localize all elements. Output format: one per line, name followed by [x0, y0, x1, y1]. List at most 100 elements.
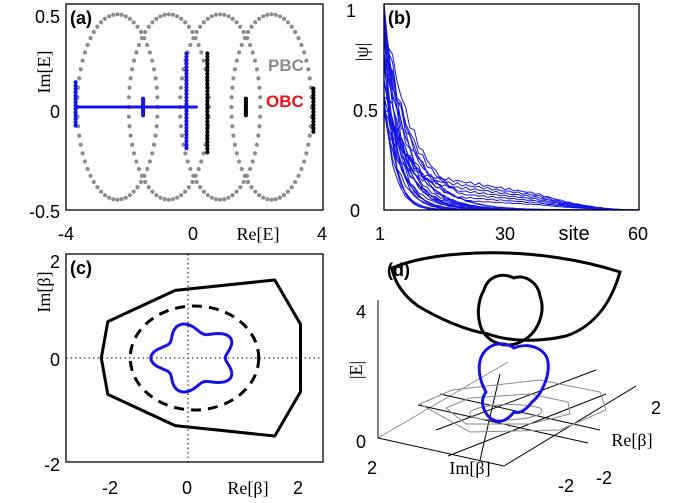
- beta-curves: [99, 278, 302, 438]
- pbc-point: [102, 193, 108, 198]
- pbc-point: [150, 151, 155, 156]
- pbc-point: [296, 173, 301, 178]
- b-xtick-right: 60: [628, 224, 648, 244]
- pbc-point: [250, 50, 255, 55]
- pbc-point: [289, 24, 294, 29]
- b-xtick-left: 1: [375, 224, 385, 244]
- obc-point: [205, 119, 210, 124]
- pbc-point: [151, 142, 157, 147]
- pbc-point: [185, 159, 190, 164]
- obc-point: [73, 116, 78, 121]
- obc-point: [311, 96, 316, 101]
- obc-point: [184, 119, 189, 124]
- d-im-tick-left: 2: [367, 458, 377, 478]
- pbc-point: [222, 12, 227, 17]
- pbc-point: [234, 189, 239, 194]
- obc-point: [184, 68, 189, 73]
- obc-point: [184, 129, 189, 134]
- wavefunction-line: [384, 49, 639, 210]
- black-surface-curve: [390, 251, 622, 342]
- pbc-point: [136, 166, 142, 172]
- pbc-point: [80, 151, 85, 156]
- d-re-tick-top: 2: [651, 398, 661, 418]
- pbc-point: [143, 29, 148, 35]
- obc-point: [184, 64, 189, 70]
- obc-point: [311, 106, 316, 111]
- pbc-point: [170, 197, 176, 202]
- pbc-point: [226, 195, 231, 200]
- panel-a-frame: [65, 3, 324, 211]
- obc-point: [205, 64, 210, 70]
- a-ytick-bottom: -0.5: [29, 202, 60, 222]
- obc-point: [205, 68, 210, 73]
- obc-point: [205, 71, 210, 76]
- pbc-point: [88, 173, 93, 178]
- pbc-point: [128, 133, 133, 138]
- obc-point: [311, 126, 316, 131]
- pbc-point: [304, 151, 309, 156]
- obc-point: [184, 71, 189, 76]
- pbc-point: [102, 16, 108, 21]
- pbc-point: [239, 42, 244, 48]
- obc-point: [184, 81, 189, 86]
- c-ytick-mid: 0: [50, 350, 60, 370]
- obc-point: [73, 90, 78, 95]
- wavefunction-line: [384, 19, 639, 210]
- pbc-point: [241, 29, 246, 35]
- wavefunction-line: [384, 22, 639, 211]
- obc-point: [73, 113, 78, 118]
- a-xtick-right: 4: [317, 224, 327, 244]
- pbc-point: [150, 58, 155, 63]
- obc-point: [205, 109, 210, 114]
- wavefunction-lines: [383, 3, 639, 211]
- obc-point: [73, 96, 78, 102]
- pbc-point: [111, 197, 116, 202]
- obc-point: [205, 95, 210, 100]
- obc-point: [205, 82, 210, 87]
- projection-curve: [418, 379, 607, 433]
- wavefunction-line: [383, 96, 639, 211]
- pbc-point: [158, 14, 163, 19]
- obc-point: [205, 129, 210, 134]
- d-grid-line: [435, 369, 597, 431]
- pbc-point: [258, 104, 263, 110]
- panel-d: (d) 4 0 |E| 2 -2 Im[β] 2 -2 Re[β]: [346, 251, 661, 496]
- obc-point: [184, 112, 189, 117]
- pbc-point: [77, 76, 82, 81]
- pbc-point: [201, 151, 206, 156]
- d-ztick-bottom: 0: [356, 432, 366, 452]
- pbc-point: [234, 20, 239, 25]
- pbc-point: [162, 197, 167, 202]
- c-ytick-bottom: -2: [44, 455, 60, 475]
- pbc-point: [123, 195, 128, 200]
- pbc-point: [153, 133, 158, 138]
- blue-surface-curve: [477, 342, 550, 423]
- pbc-point: [205, 193, 210, 198]
- pbc-point: [138, 179, 144, 185]
- obc-point: [184, 132, 189, 137]
- obc-point: [205, 143, 210, 148]
- pbc-point: [273, 12, 278, 17]
- pbc-point: [253, 20, 258, 25]
- pbc-point: [253, 189, 258, 194]
- obc-point: [184, 98, 189, 103]
- pbc-point: [188, 166, 193, 172]
- pbc-point: [229, 114, 234, 119]
- pbc-point: [91, 29, 96, 35]
- obc-point: [205, 54, 210, 59]
- pbc-point: [188, 42, 193, 48]
- obc-point: [311, 109, 316, 114]
- pbc-point: [131, 151, 137, 156]
- panel-d-label: (d): [387, 260, 410, 280]
- obc-point: [184, 85, 189, 90]
- d-grid-line: [447, 393, 607, 457]
- pbc-point: [194, 179, 199, 185]
- pbc-point: [80, 58, 85, 63]
- pbc-point: [213, 197, 219, 202]
- wavefunction-line: [383, 109, 639, 211]
- wavefunction-line: [383, 100, 639, 211]
- obc-point: [73, 110, 78, 115]
- pbc-point: [130, 67, 135, 72]
- legend-obc: OBC: [266, 92, 304, 111]
- obc-point: [73, 93, 78, 98]
